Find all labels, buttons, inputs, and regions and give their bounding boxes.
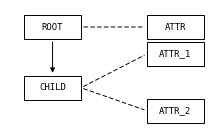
Text: ROOT: ROOT (42, 23, 63, 31)
FancyBboxPatch shape (147, 42, 204, 66)
Text: ATTR_1: ATTR_1 (159, 50, 191, 58)
FancyBboxPatch shape (147, 99, 204, 123)
Text: ATTR: ATTR (164, 23, 186, 31)
Text: CHILD: CHILD (39, 83, 66, 92)
FancyBboxPatch shape (147, 15, 204, 39)
FancyBboxPatch shape (24, 15, 81, 39)
FancyBboxPatch shape (24, 76, 81, 100)
Text: ATTR_2: ATTR_2 (159, 106, 191, 115)
